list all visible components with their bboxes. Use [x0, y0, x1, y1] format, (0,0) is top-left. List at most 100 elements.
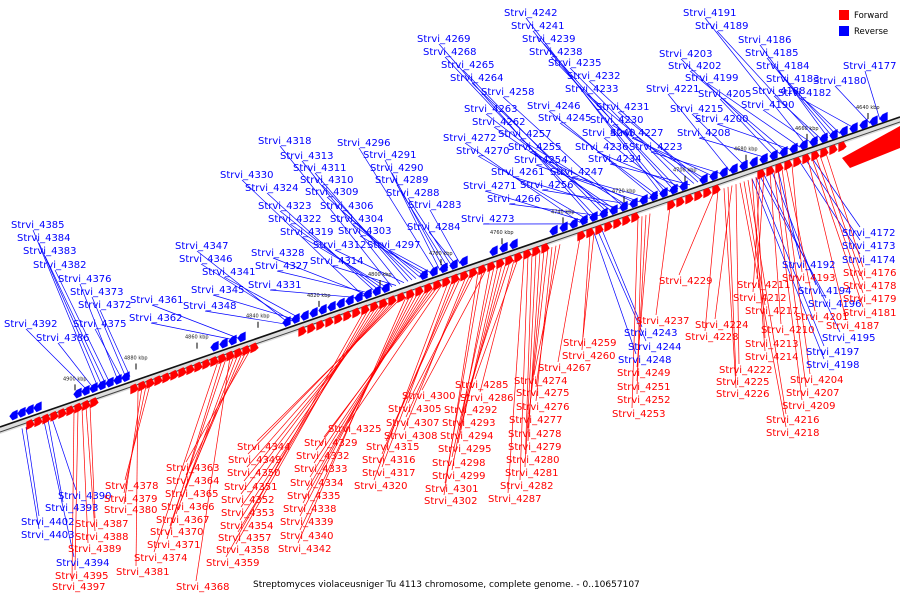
- leader-line: [225, 311, 365, 558]
- gene-label: Strvi_4378: [105, 481, 159, 492]
- gene-track: [9, 111, 888, 430]
- gene-label: Strvi_4317: [362, 468, 416, 479]
- leader-line: [301, 160, 401, 285]
- gene-label: Strvi_4329: [304, 438, 358, 449]
- gene-label: Strvi_4201: [795, 312, 849, 323]
- gene-label: Strvi_4183: [766, 74, 820, 85]
- gene-forward: [146, 378, 155, 389]
- gene-forward: [130, 383, 139, 395]
- leader-line: [235, 309, 369, 545]
- gene-forward: [34, 416, 43, 428]
- gene-label: Strvi_4244: [628, 342, 682, 353]
- leader-line: [123, 387, 143, 505]
- gene-label: Strvi_4344: [237, 442, 291, 453]
- gene-label: Strvi_4293: [442, 418, 496, 429]
- gene-label: Strvi_4295: [438, 444, 492, 455]
- gene-reverse: [345, 294, 354, 306]
- leader-line: [519, 255, 529, 481]
- gene-label: Strvi_4370: [150, 527, 204, 538]
- gene-label: Strvi_4350: [227, 468, 281, 479]
- gene-reverse: [859, 118, 868, 130]
- leader-line: [557, 237, 581, 363]
- leader-line: [773, 171, 803, 401]
- gene-reverse: [449, 258, 458, 270]
- leader-line: [135, 388, 139, 567]
- gene-label: Strvi_4311: [293, 163, 347, 174]
- leader-line: [769, 172, 782, 325]
- leader-line: [691, 113, 746, 167]
- gene-label: Strvi_4241: [511, 21, 565, 32]
- leader-line: [617, 111, 703, 182]
- gene-reverse: [869, 115, 878, 127]
- gene-label: Strvi_4320: [354, 481, 408, 492]
- gene-reverse: [33, 401, 42, 413]
- gene-reverse: [759, 152, 768, 164]
- gene-forward: [451, 273, 460, 285]
- gene-label: Strvi_4190: [741, 100, 795, 111]
- leader-line: [593, 232, 637, 355]
- gene-forward: [170, 369, 179, 381]
- leader-line: [443, 272, 479, 496]
- leader-line: [582, 232, 595, 338]
- leader-line: [373, 282, 449, 481]
- gene-forward: [811, 150, 820, 162]
- gene-label: Strvi_4205: [698, 89, 752, 100]
- leader-line: [603, 137, 671, 192]
- leader-line: [237, 308, 373, 533]
- leader-line: [185, 351, 247, 476]
- gene-forward: [775, 162, 784, 174]
- gene-label: Strvi_4259: [563, 338, 617, 349]
- gene-label: Strvi_4309: [305, 187, 359, 198]
- gene-reverse: [629, 197, 638, 209]
- leader-line: [38, 242, 103, 387]
- gene-reverse: [779, 146, 788, 157]
- gene-reverse: [17, 406, 26, 418]
- leader-line: [266, 192, 377, 293]
- gene-label: Strvi_4266: [487, 194, 541, 205]
- gene-label: Strvi_4226: [716, 389, 770, 400]
- gene-reverse: [459, 255, 468, 267]
- gene-reverse: [709, 170, 718, 181]
- leader-line: [175, 355, 235, 515]
- leader-line: [785, 166, 816, 312]
- gene-label: Strvi_4286: [460, 393, 514, 404]
- leader-line: [32, 229, 99, 388]
- leader-line: [747, 179, 787, 415]
- gene-label: Strvi_4238: [529, 47, 583, 58]
- tick-label: 4660 kbp: [795, 126, 819, 132]
- gene-label: Strvi_4229: [659, 276, 713, 287]
- gene-forward: [604, 221, 613, 233]
- gene-label: Strvi_4363: [166, 463, 220, 474]
- leader-line: [276, 270, 373, 295]
- gene-forward: [757, 168, 766, 180]
- gene-forward: [178, 367, 187, 378]
- gene-label: Strvi_4357: [218, 533, 272, 544]
- gene-label: Strvi_4340: [280, 531, 334, 542]
- gene-forward: [250, 342, 259, 354]
- gene-label: Strvi_4227: [610, 128, 664, 139]
- leader-line: [791, 164, 803, 273]
- gene-label: Strvi_4180: [813, 76, 867, 87]
- gene-label: Strvi_4359: [206, 558, 260, 569]
- gene-forward: [138, 380, 147, 392]
- gene-label: Strvi_4276: [516, 402, 570, 413]
- gene-label: Strvi_4278: [508, 429, 562, 440]
- gene-reverse: [579, 214, 588, 226]
- gene-forward: [42, 413, 51, 425]
- leader-line: [762, 109, 813, 144]
- gene-label: Strvi_4352: [221, 495, 275, 506]
- legend-forward-label: Forward: [854, 11, 888, 21]
- leader-line: [678, 191, 715, 276]
- leader-line: [569, 67, 687, 187]
- gene-label: Strvi_4316: [362, 455, 416, 466]
- gene-reverse: [429, 265, 438, 277]
- gene-label: Strvi_4351: [224, 482, 278, 493]
- axis-line-upper: [0, 116, 900, 428]
- leader-line: [195, 357, 231, 582]
- gene-label: Strvi_4305: [388, 404, 442, 415]
- gene-forward: [424, 282, 433, 294]
- leader-line: [196, 250, 289, 323]
- gene-label: Strvi_4304: [330, 214, 384, 225]
- gene-label: Strvi_4291: [363, 150, 417, 161]
